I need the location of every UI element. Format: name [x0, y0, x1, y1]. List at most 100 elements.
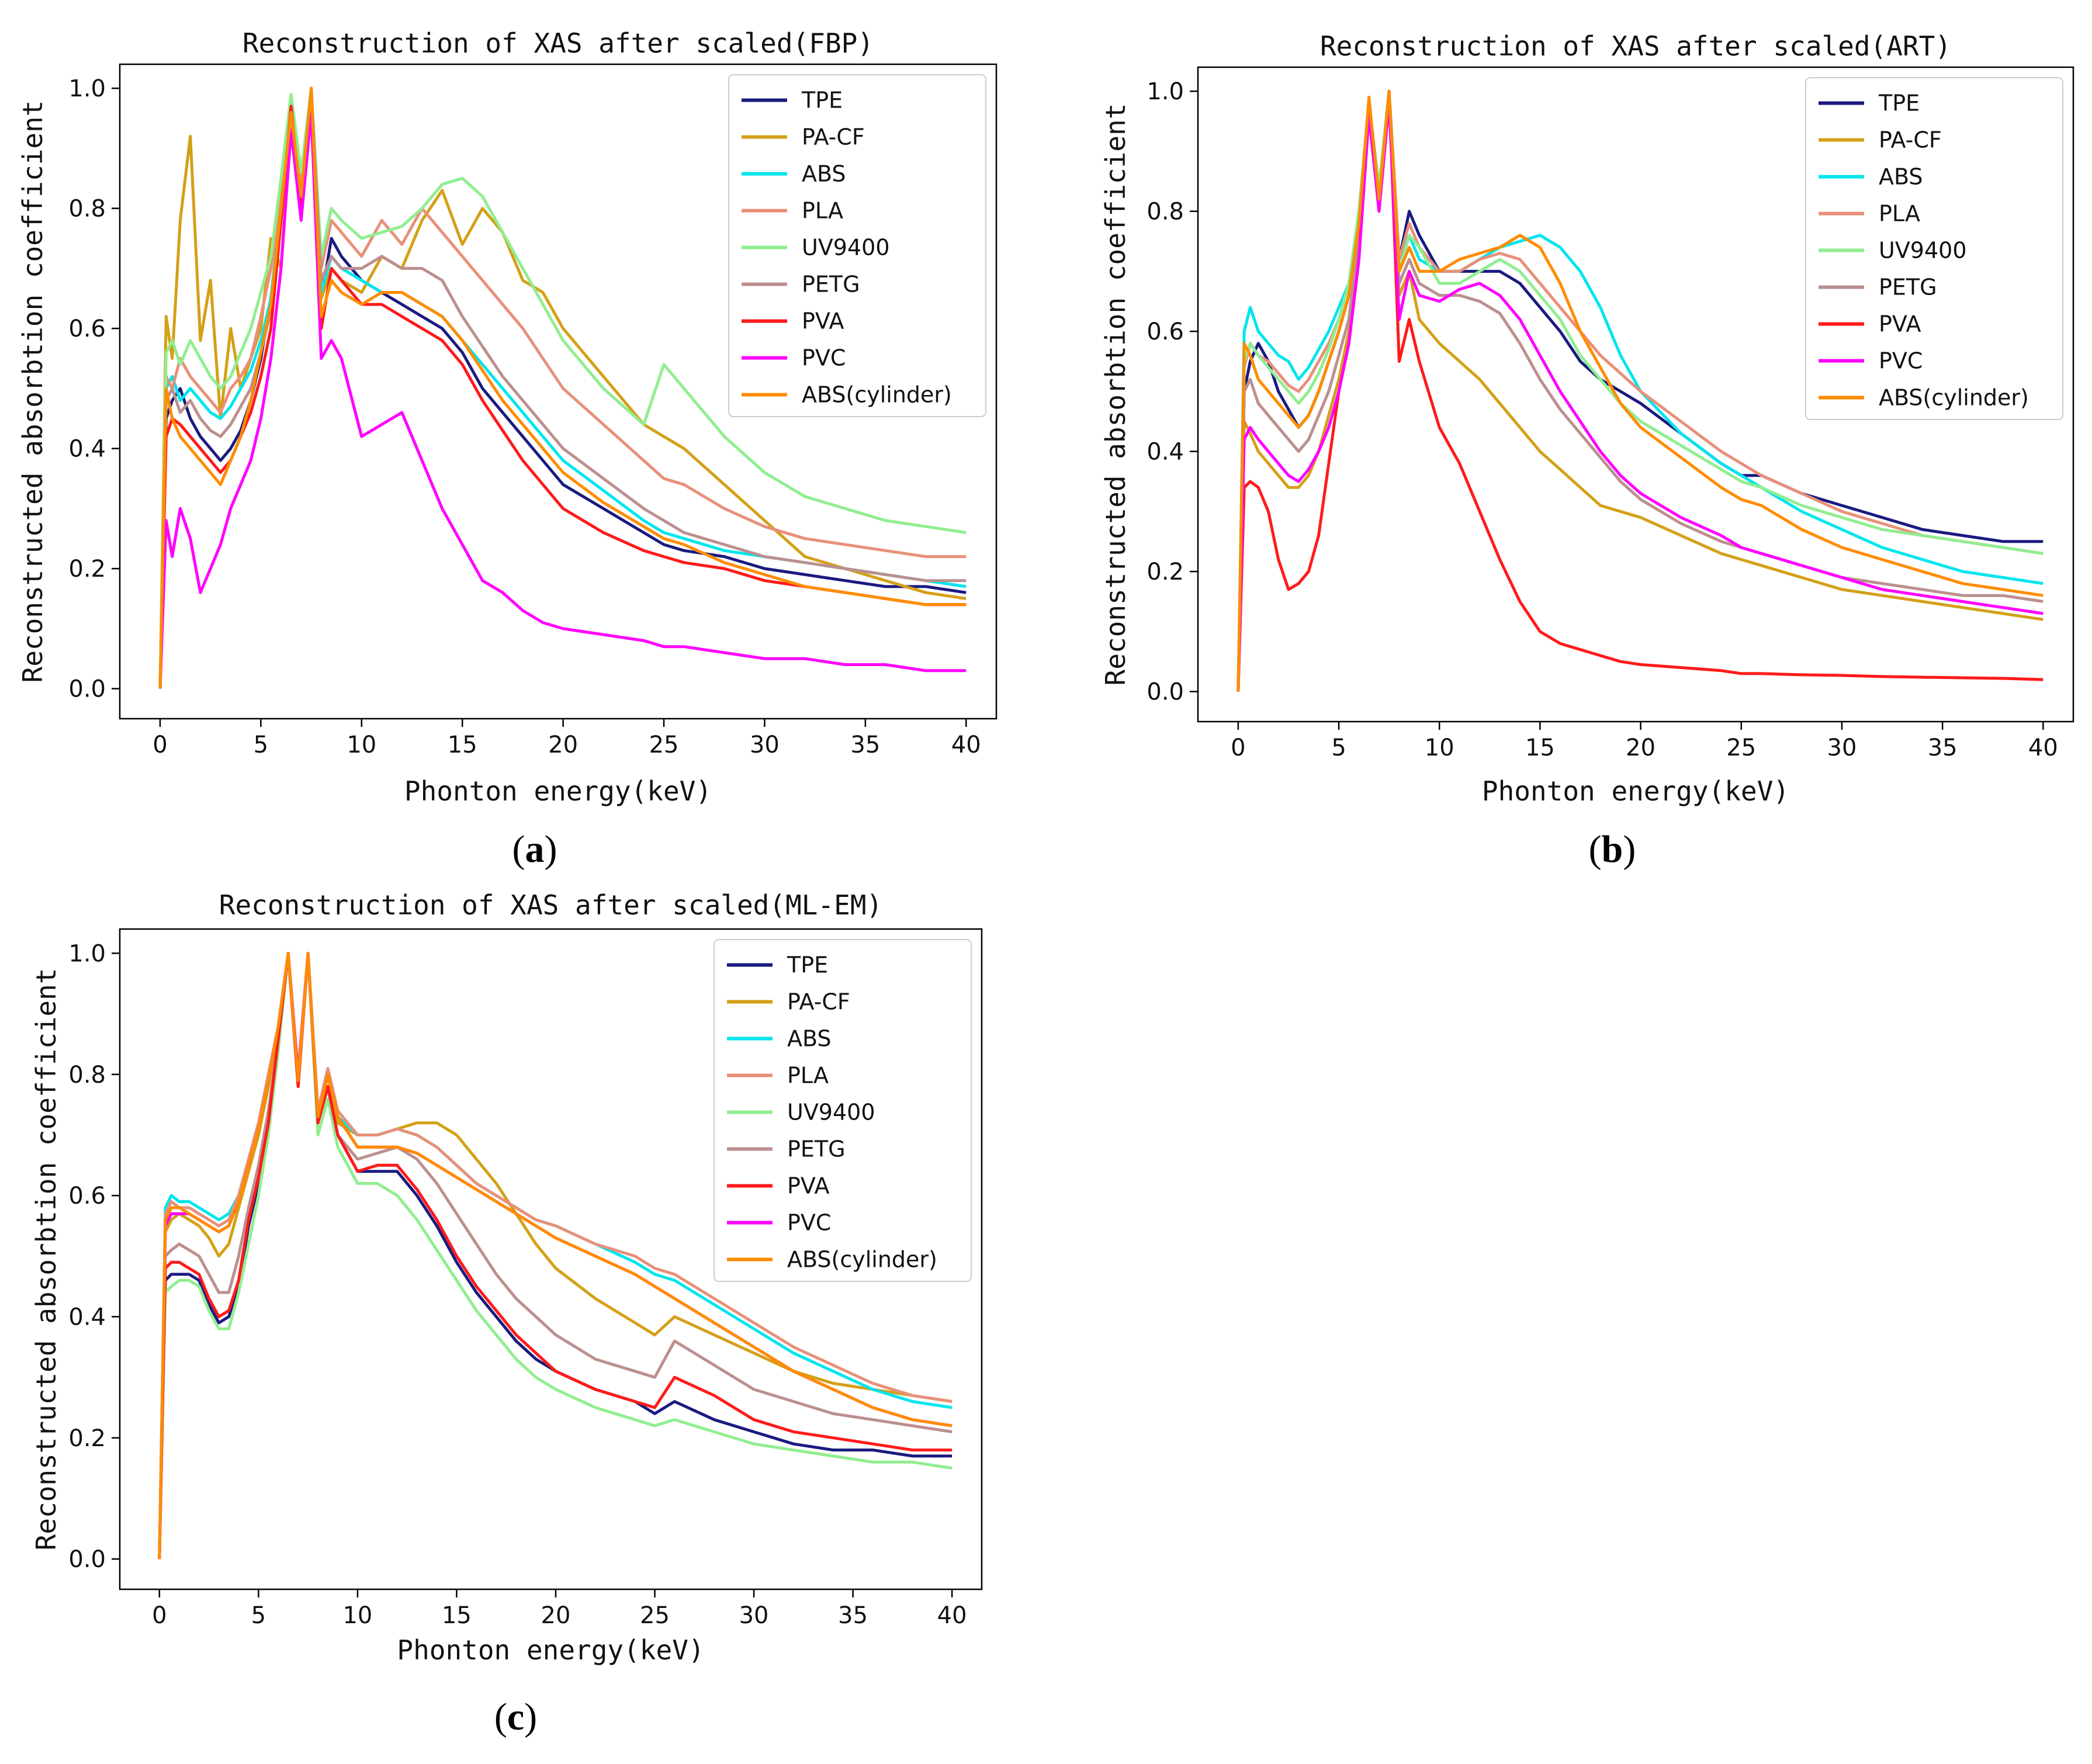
- y-tick-label: 0.6: [68, 1183, 106, 1209]
- chart-panel-c: Reconstruction of XAS after scaled(ML-EM…: [30, 889, 983, 1738]
- y-axis-label: Reconstructed absorbtion coefficient: [17, 100, 49, 683]
- chart-panel-b: Reconstruction of XAS after scaled(ART) 0…: [1100, 30, 2074, 871]
- series-group: [1237, 89, 2043, 692]
- y-tick-label: 0.4: [68, 436, 106, 463]
- x-axis-label: Phonton energy(keV): [1482, 775, 1789, 807]
- legend: TPE PA-CF ABS PLA UV9400 PETG PVA PVC ABS(cylind…: [714, 939, 972, 1282]
- x-tick-label: 10: [1425, 734, 1454, 761]
- legend: TPE PA-CF ABS PLA UV9400 PETG PVA PVC ABS(cylind…: [728, 74, 986, 417]
- x-tick-label: 25: [649, 732, 679, 758]
- panel-caption: (c): [494, 1696, 537, 1738]
- legend: TPE PA-CF ABS PLA UV9400 PETG PVA PVC ABS(cylind…: [1805, 77, 2063, 420]
- legend-label: PA-CF: [802, 124, 865, 150]
- y-tick-label: 1.0: [68, 75, 106, 102]
- y-tick-label: 0.8: [68, 1062, 106, 1089]
- legend-label: ABS: [1879, 164, 1923, 190]
- x-tick-label: 5: [254, 732, 268, 758]
- legend-label: UV9400: [787, 1100, 875, 1125]
- x-tick-label: 40: [2028, 734, 2058, 761]
- x-tick-label: 20: [548, 732, 578, 758]
- series-line-abs-cylinder-: [1237, 89, 2043, 692]
- x-tick-label: 0: [153, 732, 167, 758]
- legend-label: ABS(cylinder): [802, 382, 952, 408]
- y-tick-label: 0.8: [1147, 199, 1184, 226]
- caption-letter: c: [507, 1696, 524, 1738]
- y-tick-label: 0.2: [68, 1425, 106, 1452]
- legend-label: PA-CF: [1879, 127, 1942, 153]
- x-tick-label: 35: [1928, 734, 1958, 761]
- x-tick-label: 25: [1726, 734, 1756, 761]
- legend-label: PVA: [1879, 311, 1921, 337]
- x-tick-label: 0: [152, 1602, 167, 1629]
- x-tick-label: 5: [1331, 734, 1346, 761]
- series-line-pla: [158, 952, 953, 1559]
- y-axis-label: Reconstructed absorbtion coefficient: [30, 968, 62, 1551]
- caption-open: (: [512, 828, 525, 871]
- x-tick-label: 15: [448, 732, 477, 758]
- plot-frame: [1197, 66, 2074, 723]
- x-tick-label: 20: [541, 1602, 571, 1629]
- chart-title: Reconstruction of XAS after scaled(FBP): [243, 27, 874, 59]
- series-line-uv9400: [158, 952, 953, 1559]
- legend-label: PLA: [787, 1063, 829, 1089]
- legend-label: UV9400: [1879, 238, 1967, 264]
- legend-box: [1805, 77, 2063, 420]
- series-line-petg: [158, 86, 967, 689]
- y-tick-label: 0.0: [1147, 679, 1184, 706]
- legend-label: TPE: [1878, 91, 1920, 116]
- caption-letter: b: [1602, 828, 1623, 871]
- legend-label: PETG: [787, 1136, 846, 1162]
- legend-label: PETG: [1879, 275, 1937, 300]
- plot-frame: [119, 63, 997, 720]
- series-line-petg: [158, 952, 953, 1559]
- y-tick-label: 1.0: [68, 940, 106, 967]
- chart-title: Reconstruction of XAS after scaled(ART): [1320, 30, 1951, 62]
- x-tick-label: 10: [342, 1602, 372, 1629]
- legend-label: PLA: [1879, 201, 1920, 227]
- y-tick-label: 0.4: [1147, 439, 1184, 466]
- x-tick-label: 30: [750, 732, 780, 758]
- series-group: [158, 86, 967, 689]
- legend-box: [728, 74, 986, 417]
- x-tick-label: 15: [442, 1602, 472, 1629]
- series-line-pvc: [1237, 102, 2043, 692]
- legend-label: UV9400: [802, 235, 890, 261]
- x-tick-label: 40: [937, 1602, 967, 1629]
- legend-label: PLA: [802, 198, 843, 224]
- legend-label: TPE: [801, 88, 843, 113]
- y-tick-label: 0.6: [1147, 318, 1184, 345]
- x-tick-label: 0: [1231, 734, 1245, 761]
- x-tick-label: 40: [951, 732, 981, 758]
- y-tick-label: 0.2: [68, 556, 106, 583]
- series-line-pla: [1237, 89, 2043, 692]
- panel-caption: (b): [1589, 828, 1636, 871]
- panel-caption: (a): [512, 828, 557, 871]
- legend-label: PVC: [787, 1210, 831, 1236]
- series-line-pa-cf: [1237, 95, 2043, 692]
- legend-label: PVC: [802, 345, 846, 371]
- series-line-pla: [158, 86, 967, 689]
- caption-open: (: [494, 1696, 507, 1738]
- x-tick-label: 10: [347, 732, 376, 758]
- legend-label: PA-CF: [787, 989, 850, 1015]
- x-axis-label: Phonton energy(keV): [404, 775, 712, 807]
- y-tick-label: 0.0: [68, 676, 106, 703]
- legend-label: ABS(cylinder): [1879, 385, 2029, 411]
- y-tick-label: 0.6: [68, 316, 106, 342]
- series-line-tpe: [158, 952, 953, 1559]
- series-line-uv9400: [1237, 89, 2043, 692]
- legend-label: PVA: [802, 309, 844, 334]
- y-tick-label: 0.4: [68, 1304, 106, 1330]
- chart-panel-a: Reconstruction of XAS after scaled(FBP) 0…: [17, 27, 997, 871]
- caption-close: ): [1623, 828, 1636, 871]
- x-tick-label: 30: [739, 1602, 769, 1629]
- series-line-abs-cylinder-: [158, 952, 953, 1559]
- series-line-pva: [158, 92, 967, 689]
- series-line-abs-cylinder-: [158, 86, 967, 689]
- series-line-pa-cf: [158, 99, 967, 689]
- caption-close: ): [545, 828, 557, 871]
- legend-label: ABS: [802, 161, 846, 187]
- caption-open: (: [1589, 828, 1602, 871]
- legend-box: [714, 939, 972, 1282]
